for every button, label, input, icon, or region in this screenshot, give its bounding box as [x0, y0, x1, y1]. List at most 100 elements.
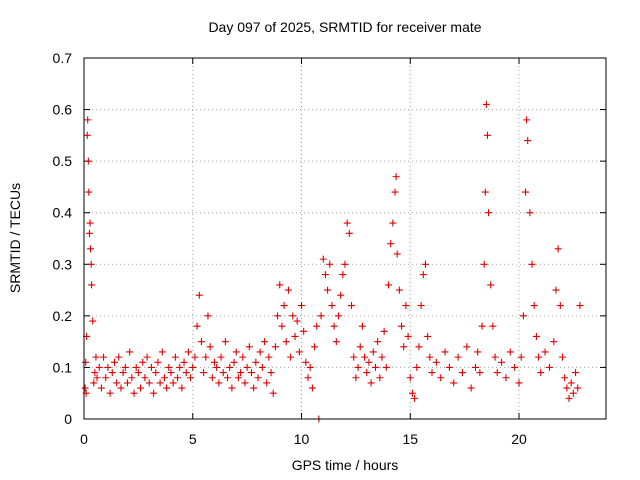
data-point: [402, 302, 410, 310]
data-point: [167, 369, 175, 377]
data-point: [489, 322, 497, 330]
ticks: 0 0.1 0.2 0.3 0.4 0.5 0.6 0.7 0 5 10 15 20: [53, 50, 606, 447]
data-point: [82, 358, 90, 366]
data-point: [213, 363, 221, 371]
data-point: [311, 343, 319, 351]
data-point: [137, 384, 145, 392]
data-point: [554, 245, 562, 253]
x-tick-label: 5: [189, 431, 197, 447]
data-point: [363, 369, 371, 377]
data-point: [389, 219, 397, 227]
data-point: [441, 348, 449, 356]
data-point: [241, 379, 249, 387]
data-point: [224, 374, 232, 382]
data-point: [150, 389, 158, 397]
data-point: [391, 188, 399, 196]
data-point: [234, 374, 242, 382]
data-point: [365, 358, 373, 366]
data-point: [502, 374, 510, 382]
x-tick-label: 20: [511, 431, 527, 447]
data-point: [367, 379, 375, 387]
data-point: [458, 369, 466, 377]
data-point: [300, 327, 308, 335]
data-point: [326, 260, 334, 268]
data-point: [572, 369, 580, 377]
data-point: [415, 343, 423, 351]
data-point: [343, 219, 351, 227]
data-point: [552, 286, 560, 294]
chart-title: Day 097 of 2025, SRMTID for receiver mat…: [208, 19, 481, 35]
data-point: [302, 358, 310, 366]
data-point: [141, 374, 149, 382]
y-tick-label: 0.3: [53, 256, 73, 272]
data-point: [126, 348, 134, 356]
data-point: [134, 369, 142, 377]
data-point: [506, 348, 514, 356]
data-point: [428, 369, 436, 377]
data-point: [380, 327, 388, 335]
data-point: [254, 374, 262, 382]
data-point: [237, 369, 245, 377]
data-point: [226, 363, 234, 371]
data-point: [545, 363, 553, 371]
data-point: [450, 379, 458, 387]
data-point: [523, 116, 531, 124]
data-point: [481, 188, 489, 196]
data-point: [563, 384, 571, 392]
data-point: [426, 353, 434, 361]
data-point: [113, 379, 121, 387]
data-point: [432, 358, 440, 366]
data-point: [171, 353, 179, 361]
data-point: [110, 358, 118, 366]
data-point: [472, 363, 479, 371]
data-point: [139, 358, 147, 366]
data-point: [84, 116, 92, 124]
data-point: [476, 369, 484, 377]
data-point: [108, 369, 116, 377]
data-point: [341, 260, 349, 268]
data-point: [298, 302, 305, 310]
data-point: [206, 343, 214, 351]
data-point: [160, 374, 168, 382]
data-point: [330, 322, 338, 330]
data-point: [304, 374, 312, 382]
data-point: [556, 302, 564, 310]
data-point: [115, 353, 123, 361]
data-point: [319, 255, 327, 263]
data-point: [517, 353, 525, 361]
data-point: [280, 302, 288, 310]
data-point: [239, 353, 247, 361]
data-point: [143, 353, 151, 361]
data-point: [130, 389, 138, 397]
data-point: [530, 302, 538, 310]
data-point: [189, 363, 197, 371]
data-point: [421, 260, 429, 268]
y-tick-label: 0.6: [53, 102, 73, 118]
data-point: [408, 389, 416, 397]
data-point: [102, 374, 110, 382]
data-point: [345, 229, 353, 237]
data-point: [493, 369, 501, 377]
data-point: [89, 317, 97, 325]
data-point: [482, 100, 490, 108]
data-point: [483, 131, 491, 139]
data-point: [187, 374, 195, 382]
data-point: [195, 291, 203, 299]
data-point: [522, 188, 530, 196]
data-point: [250, 384, 258, 392]
data-point: [232, 348, 240, 356]
y-axis-label: SRMTID / TECUs: [7, 183, 23, 293]
data-point: [398, 322, 406, 330]
data-point: [182, 369, 190, 377]
data-point: [463, 343, 471, 351]
data-point: [215, 379, 223, 387]
data-point: [163, 384, 171, 392]
data-point: [424, 332, 432, 340]
data-point: [532, 332, 540, 340]
data-point: [258, 363, 266, 371]
data-point: [193, 322, 201, 330]
data-point: [411, 394, 419, 402]
data-point: [485, 209, 493, 217]
data-point: [358, 322, 366, 330]
data-point: [276, 281, 284, 289]
